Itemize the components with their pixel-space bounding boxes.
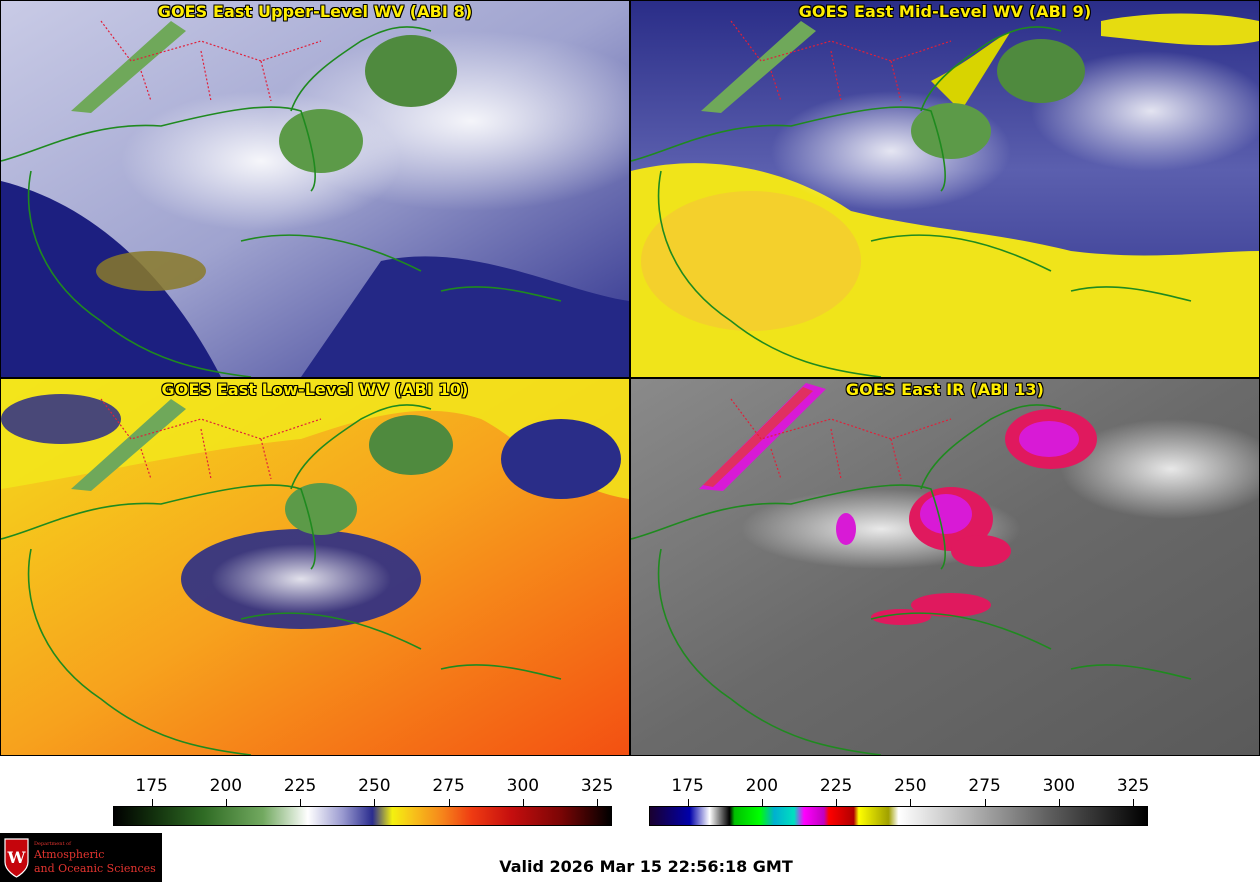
colorbar-tick-label: 300 [506, 776, 540, 796]
uw-seal-icon: W [4, 838, 29, 878]
panel-ir: GOES East IR (ABI 13) [630, 378, 1260, 756]
logo-dept-line: Department of [34, 841, 71, 847]
colorbar-tick-label: 325 [580, 776, 614, 796]
ir-colorbar-gradient [649, 806, 1148, 826]
panel-upper-level-wv: GOES East Upper-Level WV (ABI 8) [0, 0, 630, 378]
ir-image [631, 379, 1259, 755]
colorbar-tick [836, 799, 838, 806]
panel-low-level-wv: GOES East Low-Level WV (ABI 10) [0, 378, 630, 756]
colorbar-tick-label: 275 [968, 776, 1001, 796]
coastline [1, 26, 432, 192]
colorbar-tick [151, 799, 153, 806]
panel-title: GOES East Low-Level WV (ABI 10) [161, 380, 469, 399]
logo-name-line2: and Oceanic Sciences [34, 862, 156, 875]
panel-title: GOES East Mid-Level WV (ABI 9) [798, 2, 1092, 21]
ir-colorbar: 175 200 225 250 275 300 325 [649, 772, 1149, 828]
colorbar-tick-label: 200 [209, 776, 243, 796]
colorbar-tick [597, 799, 599, 806]
panel-mid-level-wv: GOES East Mid-Level WV (ABI 9) [630, 0, 1260, 378]
valid-time: Valid 2026 Mar 15 22:56:18 GMT [499, 857, 793, 876]
wv-colorbar: 175 200 225 250 275 300 325 [113, 772, 613, 828]
colorbar-tick [687, 799, 689, 806]
colorbar-tick [448, 799, 450, 806]
colorbar-tick [761, 799, 763, 806]
colorbar-tick-label: 225 [283, 776, 317, 796]
colorbar-tick-label: 250 [358, 776, 391, 796]
colorbar-tick-label: 200 [745, 776, 779, 796]
seal-letter: W [7, 848, 27, 867]
colorbar-tick [1133, 799, 1135, 806]
logo-name-line1: Atmospheric [34, 848, 105, 861]
colorbar-tick-label: 300 [1042, 776, 1076, 796]
low-level-wv-image [1, 379, 629, 755]
colorbar-tick [910, 799, 912, 806]
aos-logo: W Department of Atmospheric and Oceanic … [0, 833, 162, 882]
colorbar-tick [984, 799, 986, 806]
panel-title: GOES East Upper-Level WV (ABI 8) [157, 2, 473, 21]
colorbar-tick [374, 799, 376, 806]
colorbar-tick [225, 799, 227, 806]
panel-title: GOES East IR (ABI 13) [845, 380, 1045, 399]
upper-level-wv-image [1, 1, 629, 377]
colorbar-tick [1058, 799, 1060, 806]
colorbar-tick-label: 275 [432, 776, 465, 796]
colorbar-tick-label: 325 [1116, 776, 1150, 796]
colorbar-tick-label: 175 [671, 776, 704, 796]
mid-level-wv-image [631, 1, 1259, 377]
wv-colorbar-gradient [113, 806, 612, 826]
colorbar-tick [522, 799, 524, 806]
colorbar-tick-label: 175 [135, 776, 168, 796]
colorbar-tick [300, 799, 302, 806]
colorbar-tick-label: 250 [894, 776, 927, 796]
colorbar-tick-label: 225 [819, 776, 853, 796]
